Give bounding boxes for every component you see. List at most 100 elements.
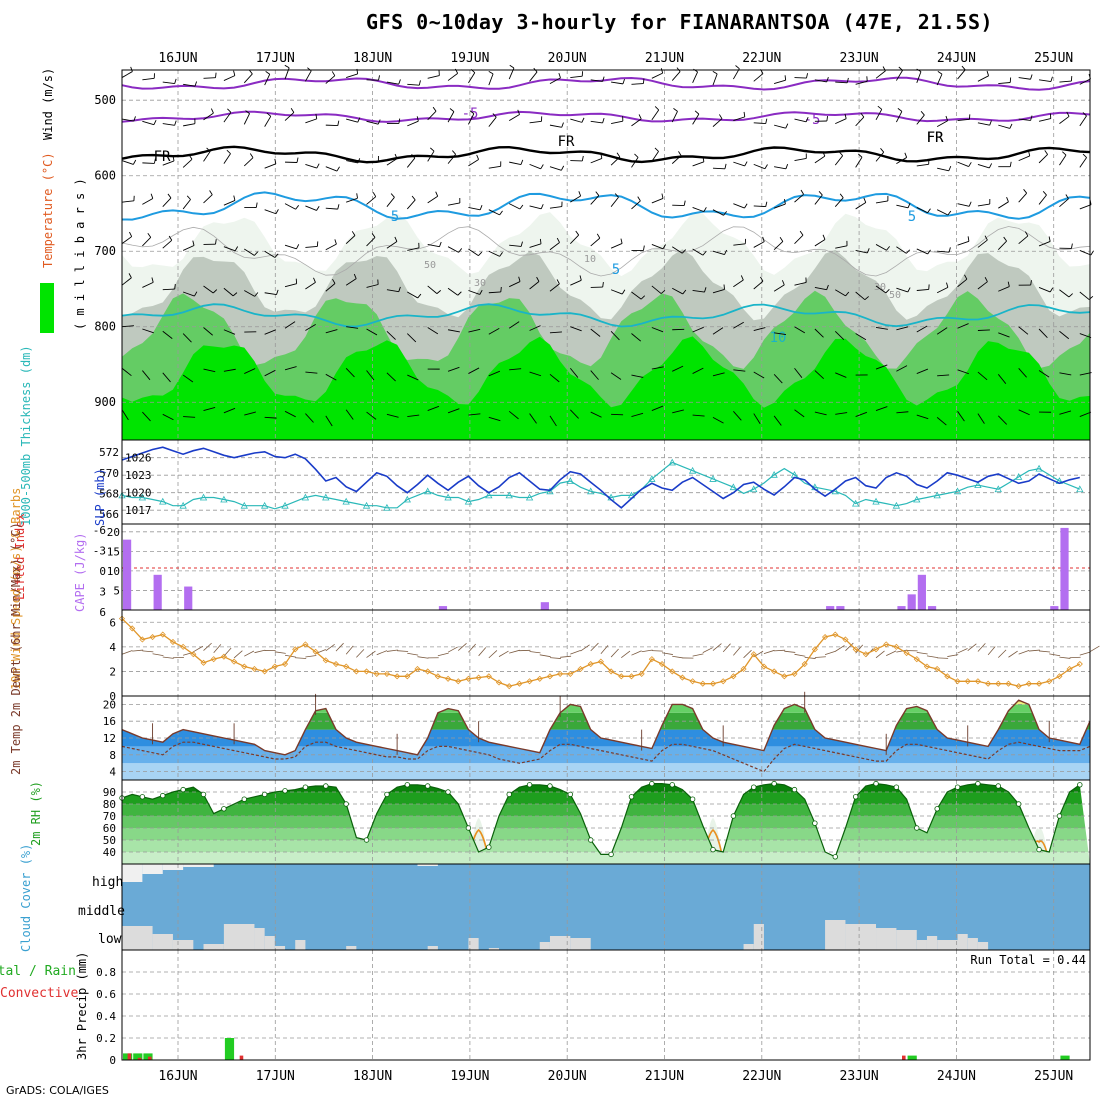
precip-total-bar (133, 1053, 143, 1060)
wind-barb (325, 120, 340, 127)
date-label-top: 17JUN (256, 51, 295, 66)
temp-contour-cyan (121, 303, 1091, 328)
wind-speed-point (893, 643, 900, 650)
rh-point (384, 791, 390, 798)
wind-speed-point (506, 683, 513, 690)
wind-barb (957, 65, 966, 80)
wind-barb (753, 276, 764, 290)
wind-barb (998, 161, 1012, 168)
wind-barb (610, 372, 622, 380)
wind-barb (284, 244, 300, 250)
wind-speed-point (1046, 678, 1053, 685)
wind-barb-10m (1028, 649, 1040, 652)
wind-barb (733, 275, 744, 288)
wind-barb (610, 289, 626, 295)
wind-barb (223, 108, 232, 123)
wind-barb (732, 65, 740, 80)
cloud-low (743, 944, 754, 950)
wind-barb (590, 282, 604, 288)
thickness-point (362, 501, 371, 509)
precip-conv-bar (147, 1056, 152, 1060)
wind-barb-10m (661, 652, 673, 655)
wind-barb (671, 108, 678, 123)
cape-tick-label: 15 (107, 545, 120, 558)
cloud-low (876, 928, 897, 950)
wind-barb (957, 236, 970, 246)
wind-barb (916, 159, 930, 167)
wind-barb (651, 68, 664, 79)
wind-barb (835, 372, 847, 378)
thickness-point (240, 501, 248, 509)
wind-barb (1018, 326, 1029, 335)
wind-barb (1018, 409, 1030, 416)
wind-speed-point (577, 665, 584, 673)
wind-barb (549, 331, 562, 334)
wind-barb (1018, 115, 1033, 121)
rh-point (628, 794, 635, 800)
wind-barb (142, 370, 151, 381)
wind-barb (875, 244, 890, 251)
wind-barb (569, 367, 579, 378)
thickness-point (322, 493, 330, 501)
thickness-point (485, 491, 493, 499)
wind-barb (468, 205, 483, 211)
wind-barb (631, 196, 641, 210)
wind-barb (611, 116, 624, 125)
cape-bar (927, 606, 937, 610)
wind-speed-point (1025, 680, 1032, 687)
wind-barb (855, 291, 869, 301)
rh-point (221, 806, 227, 812)
wind-barb (325, 278, 336, 292)
wind-barb (508, 64, 515, 80)
rh-point (954, 784, 961, 790)
wind-barb (203, 108, 214, 121)
rh-point (445, 789, 451, 795)
wind-barb (590, 411, 602, 418)
wind-barb (427, 327, 439, 335)
wind-barb (733, 321, 744, 329)
wind-barb (916, 248, 931, 255)
wind-barb-10m (886, 650, 897, 657)
wind-frame (121, 609, 1091, 697)
cloud-low (570, 938, 591, 950)
wind-barb (672, 287, 687, 295)
wind-barb (1018, 74, 1033, 80)
wind-barb (366, 370, 375, 381)
wind-speed-point (343, 663, 350, 670)
wind-barb (305, 241, 319, 248)
wind-barb-10m (814, 656, 826, 658)
li-tick-label: -3 (93, 545, 106, 558)
wind-barb (243, 110, 250, 125)
wind-barb (529, 325, 541, 331)
wind-barb (834, 193, 844, 207)
wind-barb (427, 70, 440, 79)
wind-barb-10m (641, 649, 653, 653)
wind-barb (977, 163, 993, 169)
wind-barb (447, 408, 460, 414)
wind-barb (1079, 112, 1087, 127)
wind-barb (223, 70, 236, 81)
wind-barb-10m (875, 650, 885, 659)
rh-point (241, 796, 247, 802)
wind-barb-10m (926, 655, 938, 659)
cloud-low (468, 938, 479, 950)
wind-barb (631, 374, 644, 378)
contour-label: 10 (770, 330, 787, 346)
wind-barb (590, 191, 600, 205)
wind-barb (753, 118, 768, 124)
thickness-point (750, 485, 758, 493)
wind-barb (1079, 199, 1092, 210)
wind-barb (936, 417, 947, 426)
rh-point (649, 780, 655, 787)
wind-speed-point (760, 663, 768, 670)
slp-line (121, 446, 1080, 509)
wind-barb (651, 193, 664, 204)
rh-point (343, 801, 349, 807)
wind-barb (264, 209, 279, 215)
wind-barb (773, 237, 784, 251)
precip-run-total: Run Total = 0.44 (970, 953, 1086, 967)
wind-barb (977, 199, 991, 207)
wind-speed-point (210, 656, 217, 663)
wind-barb (325, 415, 333, 427)
wind-barb (468, 413, 481, 416)
